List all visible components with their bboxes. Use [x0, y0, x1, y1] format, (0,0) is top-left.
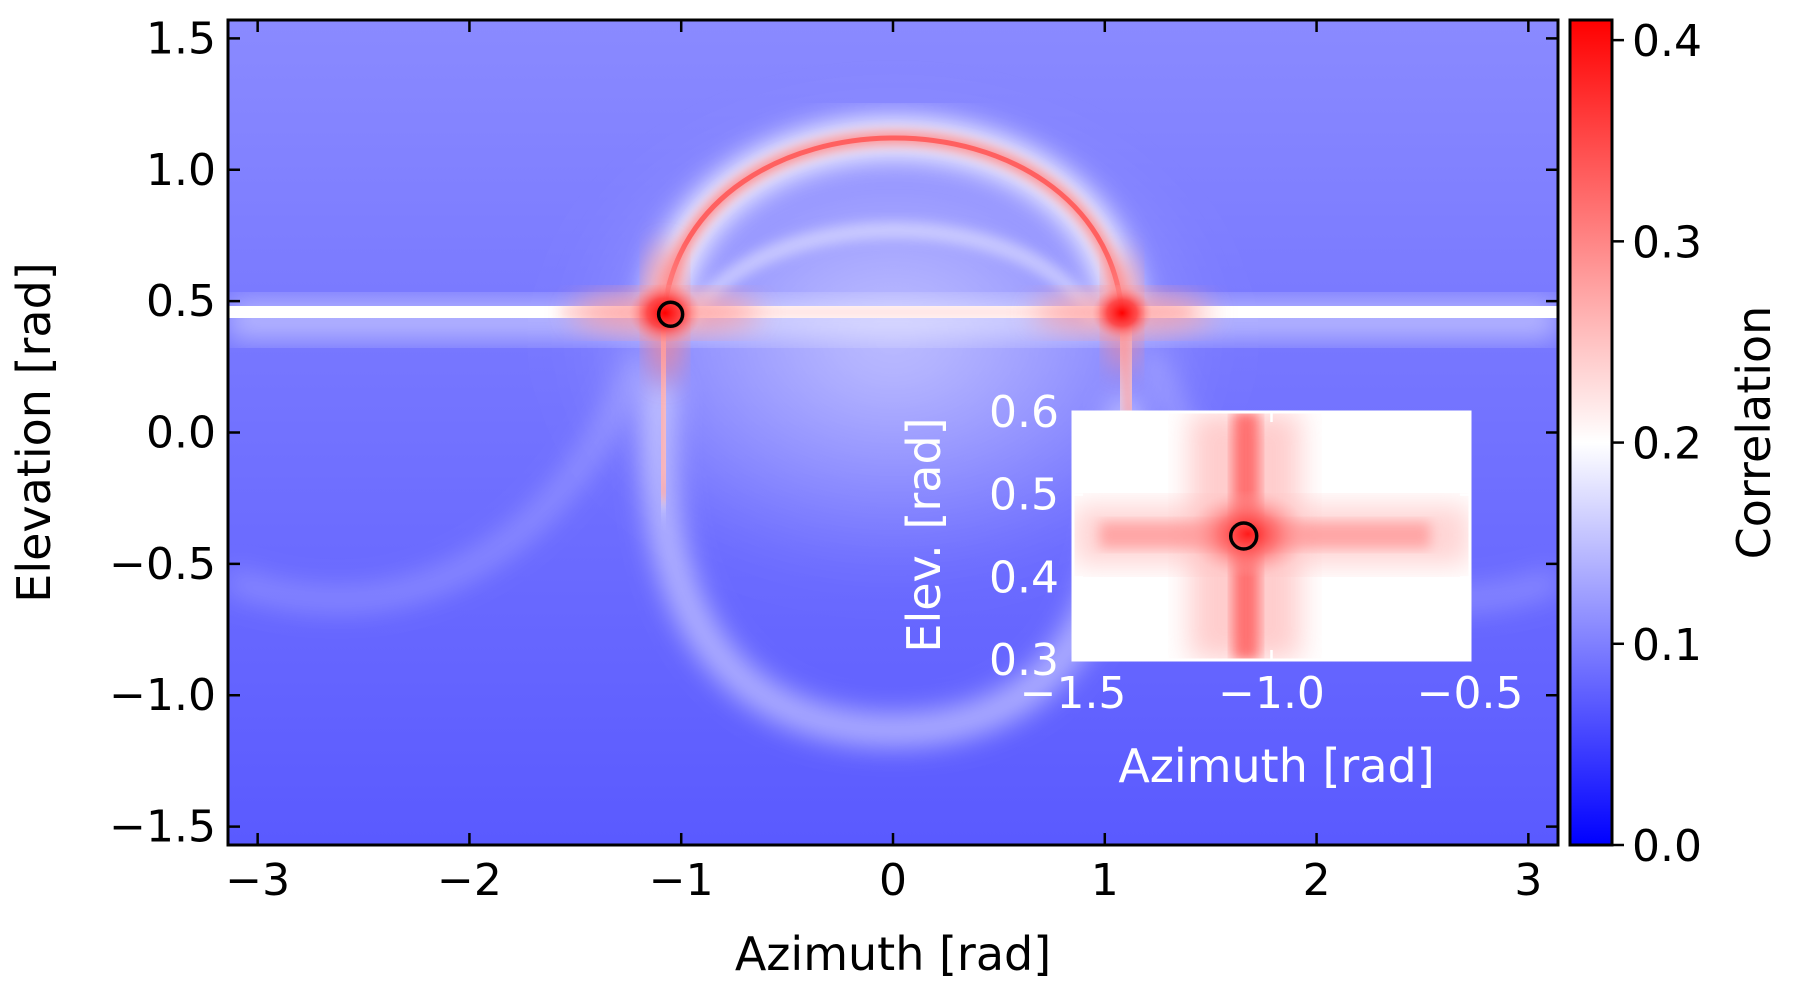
colorbar-tick-label: 0.1 — [1632, 620, 1702, 671]
x-tick-label: 1 — [1091, 855, 1119, 906]
x-tick-label: 0 — [879, 855, 907, 906]
inset-heatmap-field — [1073, 412, 1470, 660]
colorbar-tick-label: 0.0 — [1632, 821, 1702, 872]
colorbar-tick-label: 0.4 — [1632, 16, 1702, 67]
inset-y-tick-label: 0.6 — [989, 387, 1059, 438]
y-tick-label: −1.5 — [109, 802, 216, 853]
y-tick-label: −1.0 — [109, 670, 216, 721]
inset-x-tick-label: −1.0 — [1218, 668, 1325, 719]
x-tick-label: −1 — [649, 855, 714, 906]
x-tick-label: 3 — [1514, 855, 1542, 906]
colorbar-tick-label: 0.3 — [1632, 217, 1702, 268]
colorbar: 0.0 0.1 0.2 0.3 0.4 Correlation — [1568, 16, 1781, 872]
y-axis-label: Elevation [rad] — [7, 262, 61, 603]
inset-y-tick-label: 0.5 — [989, 470, 1059, 521]
inset-peak-marker-circle — [1228, 521, 1259, 551]
main-axes: −3 −2 −1 0 1 2 3 −1.5 −1.0 −0.5 0.0 0.5 1.0 1.5 Azimut… — [7, 13, 1560, 981]
y-tick-label: 1.0 — [146, 145, 216, 196]
y-tick-label: 0.0 — [146, 408, 216, 459]
y-tick-label: 1.5 — [146, 13, 216, 64]
colorbar-gradient — [1568, 18, 1614, 847]
colorbar-tick-label: 0.2 — [1632, 419, 1702, 470]
inset-x-tick-label: −0.5 — [1417, 668, 1524, 719]
inset-axes: −1.5 −1.0 −0.5 0.3 0.4 0.5 0.6 Azimuth [rad] Ele… — [897, 387, 1523, 793]
peak-marker-circle — [656, 300, 685, 329]
inset-x-axis-label: Azimuth [rad] — [1118, 739, 1434, 793]
x-axis-label: Azimuth [rad] — [735, 927, 1051, 981]
inset-x-tick-label: −1.5 — [1020, 668, 1127, 719]
x-tick-label: 2 — [1303, 855, 1331, 906]
x-tick-label: −2 — [437, 855, 502, 906]
colorbar-label: Correlation — [1727, 306, 1781, 560]
y-tick-label: 0.5 — [146, 276, 216, 327]
inset-y-tick-label: 0.4 — [989, 552, 1059, 603]
inset-y-tick-label: 0.3 — [989, 635, 1059, 686]
y-tick-label: −0.5 — [109, 539, 216, 590]
inset-y-axis-label: Elev. [rad] — [897, 417, 951, 652]
x-tick-label: −3 — [225, 855, 290, 906]
